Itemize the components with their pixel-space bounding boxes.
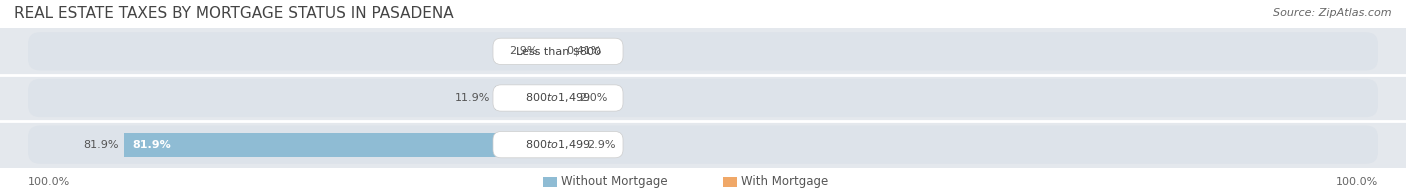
- Text: 100.0%: 100.0%: [28, 177, 70, 187]
- Text: $800 to $1,499: $800 to $1,499: [526, 138, 591, 151]
- Text: REAL ESTATE TAXES BY MORTGAGE STATUS IN PASADENA: REAL ESTATE TAXES BY MORTGAGE STATUS IN …: [14, 5, 454, 21]
- Text: 0.41%: 0.41%: [567, 46, 602, 56]
- Text: 81.9%: 81.9%: [83, 140, 120, 150]
- Text: 2.0%: 2.0%: [579, 93, 607, 103]
- Text: 2.9%: 2.9%: [509, 46, 537, 56]
- FancyBboxPatch shape: [543, 39, 558, 64]
- FancyBboxPatch shape: [558, 132, 582, 157]
- FancyBboxPatch shape: [28, 32, 1378, 71]
- Text: Less than $800: Less than $800: [516, 46, 600, 56]
- FancyBboxPatch shape: [0, 28, 1406, 168]
- FancyBboxPatch shape: [494, 85, 623, 111]
- Text: 81.9%: 81.9%: [132, 140, 170, 150]
- FancyBboxPatch shape: [0, 75, 1406, 121]
- Text: Source: ZipAtlas.com: Source: ZipAtlas.com: [1274, 8, 1392, 18]
- FancyBboxPatch shape: [723, 177, 737, 187]
- FancyBboxPatch shape: [28, 79, 1378, 117]
- FancyBboxPatch shape: [543, 177, 557, 187]
- FancyBboxPatch shape: [28, 125, 1378, 164]
- Text: 100.0%: 100.0%: [1336, 177, 1378, 187]
- FancyBboxPatch shape: [495, 86, 558, 110]
- FancyBboxPatch shape: [124, 132, 558, 157]
- FancyBboxPatch shape: [0, 121, 1406, 168]
- FancyBboxPatch shape: [558, 86, 575, 110]
- FancyBboxPatch shape: [0, 28, 1406, 75]
- Text: With Mortgage: With Mortgage: [741, 175, 828, 189]
- Text: 2.9%: 2.9%: [586, 140, 616, 150]
- Text: $800 to $1,499: $800 to $1,499: [526, 92, 591, 104]
- FancyBboxPatch shape: [558, 39, 561, 64]
- Text: 11.9%: 11.9%: [454, 93, 489, 103]
- FancyBboxPatch shape: [494, 132, 623, 158]
- FancyBboxPatch shape: [494, 38, 623, 64]
- Text: Without Mortgage: Without Mortgage: [561, 175, 668, 189]
